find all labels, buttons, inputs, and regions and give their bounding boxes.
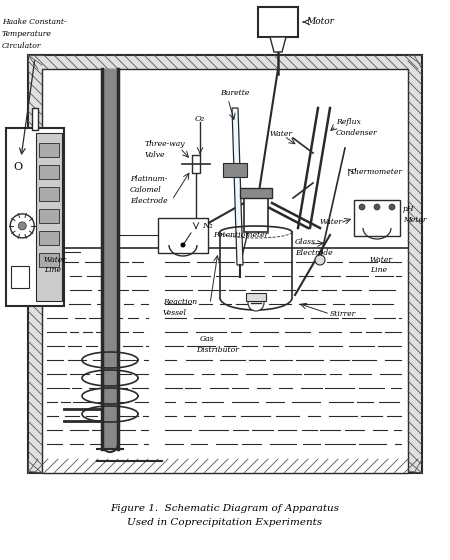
Text: Reaction: Reaction (163, 298, 197, 306)
Text: N₂: N₂ (202, 222, 213, 230)
Circle shape (374, 204, 380, 210)
Text: Meter: Meter (403, 216, 427, 224)
Text: Motor: Motor (306, 17, 334, 26)
Text: Gas: Gas (200, 335, 215, 343)
Circle shape (180, 242, 185, 248)
Bar (39, 165, 59, 179)
Bar (42, 69, 408, 473)
Text: Three-way: Three-way (145, 140, 185, 148)
Text: Burette: Burette (220, 89, 249, 97)
Text: pH: pH (403, 205, 414, 213)
Circle shape (315, 255, 325, 265)
Text: Glass: Glass (295, 238, 316, 246)
Text: Calomel: Calomel (130, 186, 162, 194)
Polygon shape (232, 108, 243, 265)
Text: Vessel: Vessel (163, 309, 187, 317)
Bar (240, 188, 272, 198)
Text: Water: Water (320, 218, 343, 226)
Text: Valve: Valve (145, 151, 166, 159)
Bar (223, 163, 247, 177)
Bar (11, 266, 29, 288)
Text: O₂: O₂ (195, 115, 205, 123)
Text: Figure 1.  Schematic Diagram of Apparatus: Figure 1. Schematic Diagram of Apparatus (111, 504, 339, 513)
Text: Temperature: Temperature (2, 30, 52, 38)
Text: Condenser: Condenser (336, 129, 378, 137)
Circle shape (389, 204, 395, 210)
Bar (39, 143, 59, 157)
Text: Used in Coprecipitation Experiments: Used in Coprecipitation Experiments (127, 518, 323, 527)
Bar (28, 55, 422, 473)
Text: Water: Water (370, 256, 393, 264)
Bar (36, 133, 62, 301)
Text: Haake Constant-: Haake Constant- (2, 18, 67, 26)
Bar (32, 108, 38, 130)
Circle shape (359, 204, 365, 210)
Text: Reflux: Reflux (336, 118, 361, 126)
Text: Stirrer: Stirrer (330, 310, 356, 318)
Bar (158, 218, 208, 253)
Circle shape (248, 295, 264, 311)
Bar (246, 293, 266, 301)
Bar (354, 200, 400, 236)
Text: Platinum-: Platinum- (130, 175, 167, 183)
Text: Line: Line (44, 266, 61, 274)
Text: Circulator: Circulator (2, 42, 41, 50)
Bar (39, 231, 59, 245)
Text: Water: Water (44, 256, 67, 264)
Bar (39, 253, 59, 267)
Bar (244, 198, 268, 232)
Circle shape (18, 222, 26, 230)
Bar (192, 155, 200, 173)
Bar (6, 128, 64, 306)
Bar (39, 187, 59, 201)
Text: Potentiometer: Potentiometer (213, 231, 268, 239)
Bar (258, 7, 298, 37)
Bar (39, 209, 59, 223)
Text: Distributor: Distributor (196, 346, 239, 354)
Text: Electrode: Electrode (295, 249, 333, 257)
Text: Line: Line (370, 266, 387, 274)
Text: Electrode: Electrode (130, 197, 167, 205)
Text: Thermometer: Thermometer (350, 168, 403, 176)
Text: O: O (13, 162, 22, 172)
Text: Water: Water (270, 130, 293, 138)
Polygon shape (270, 37, 286, 52)
